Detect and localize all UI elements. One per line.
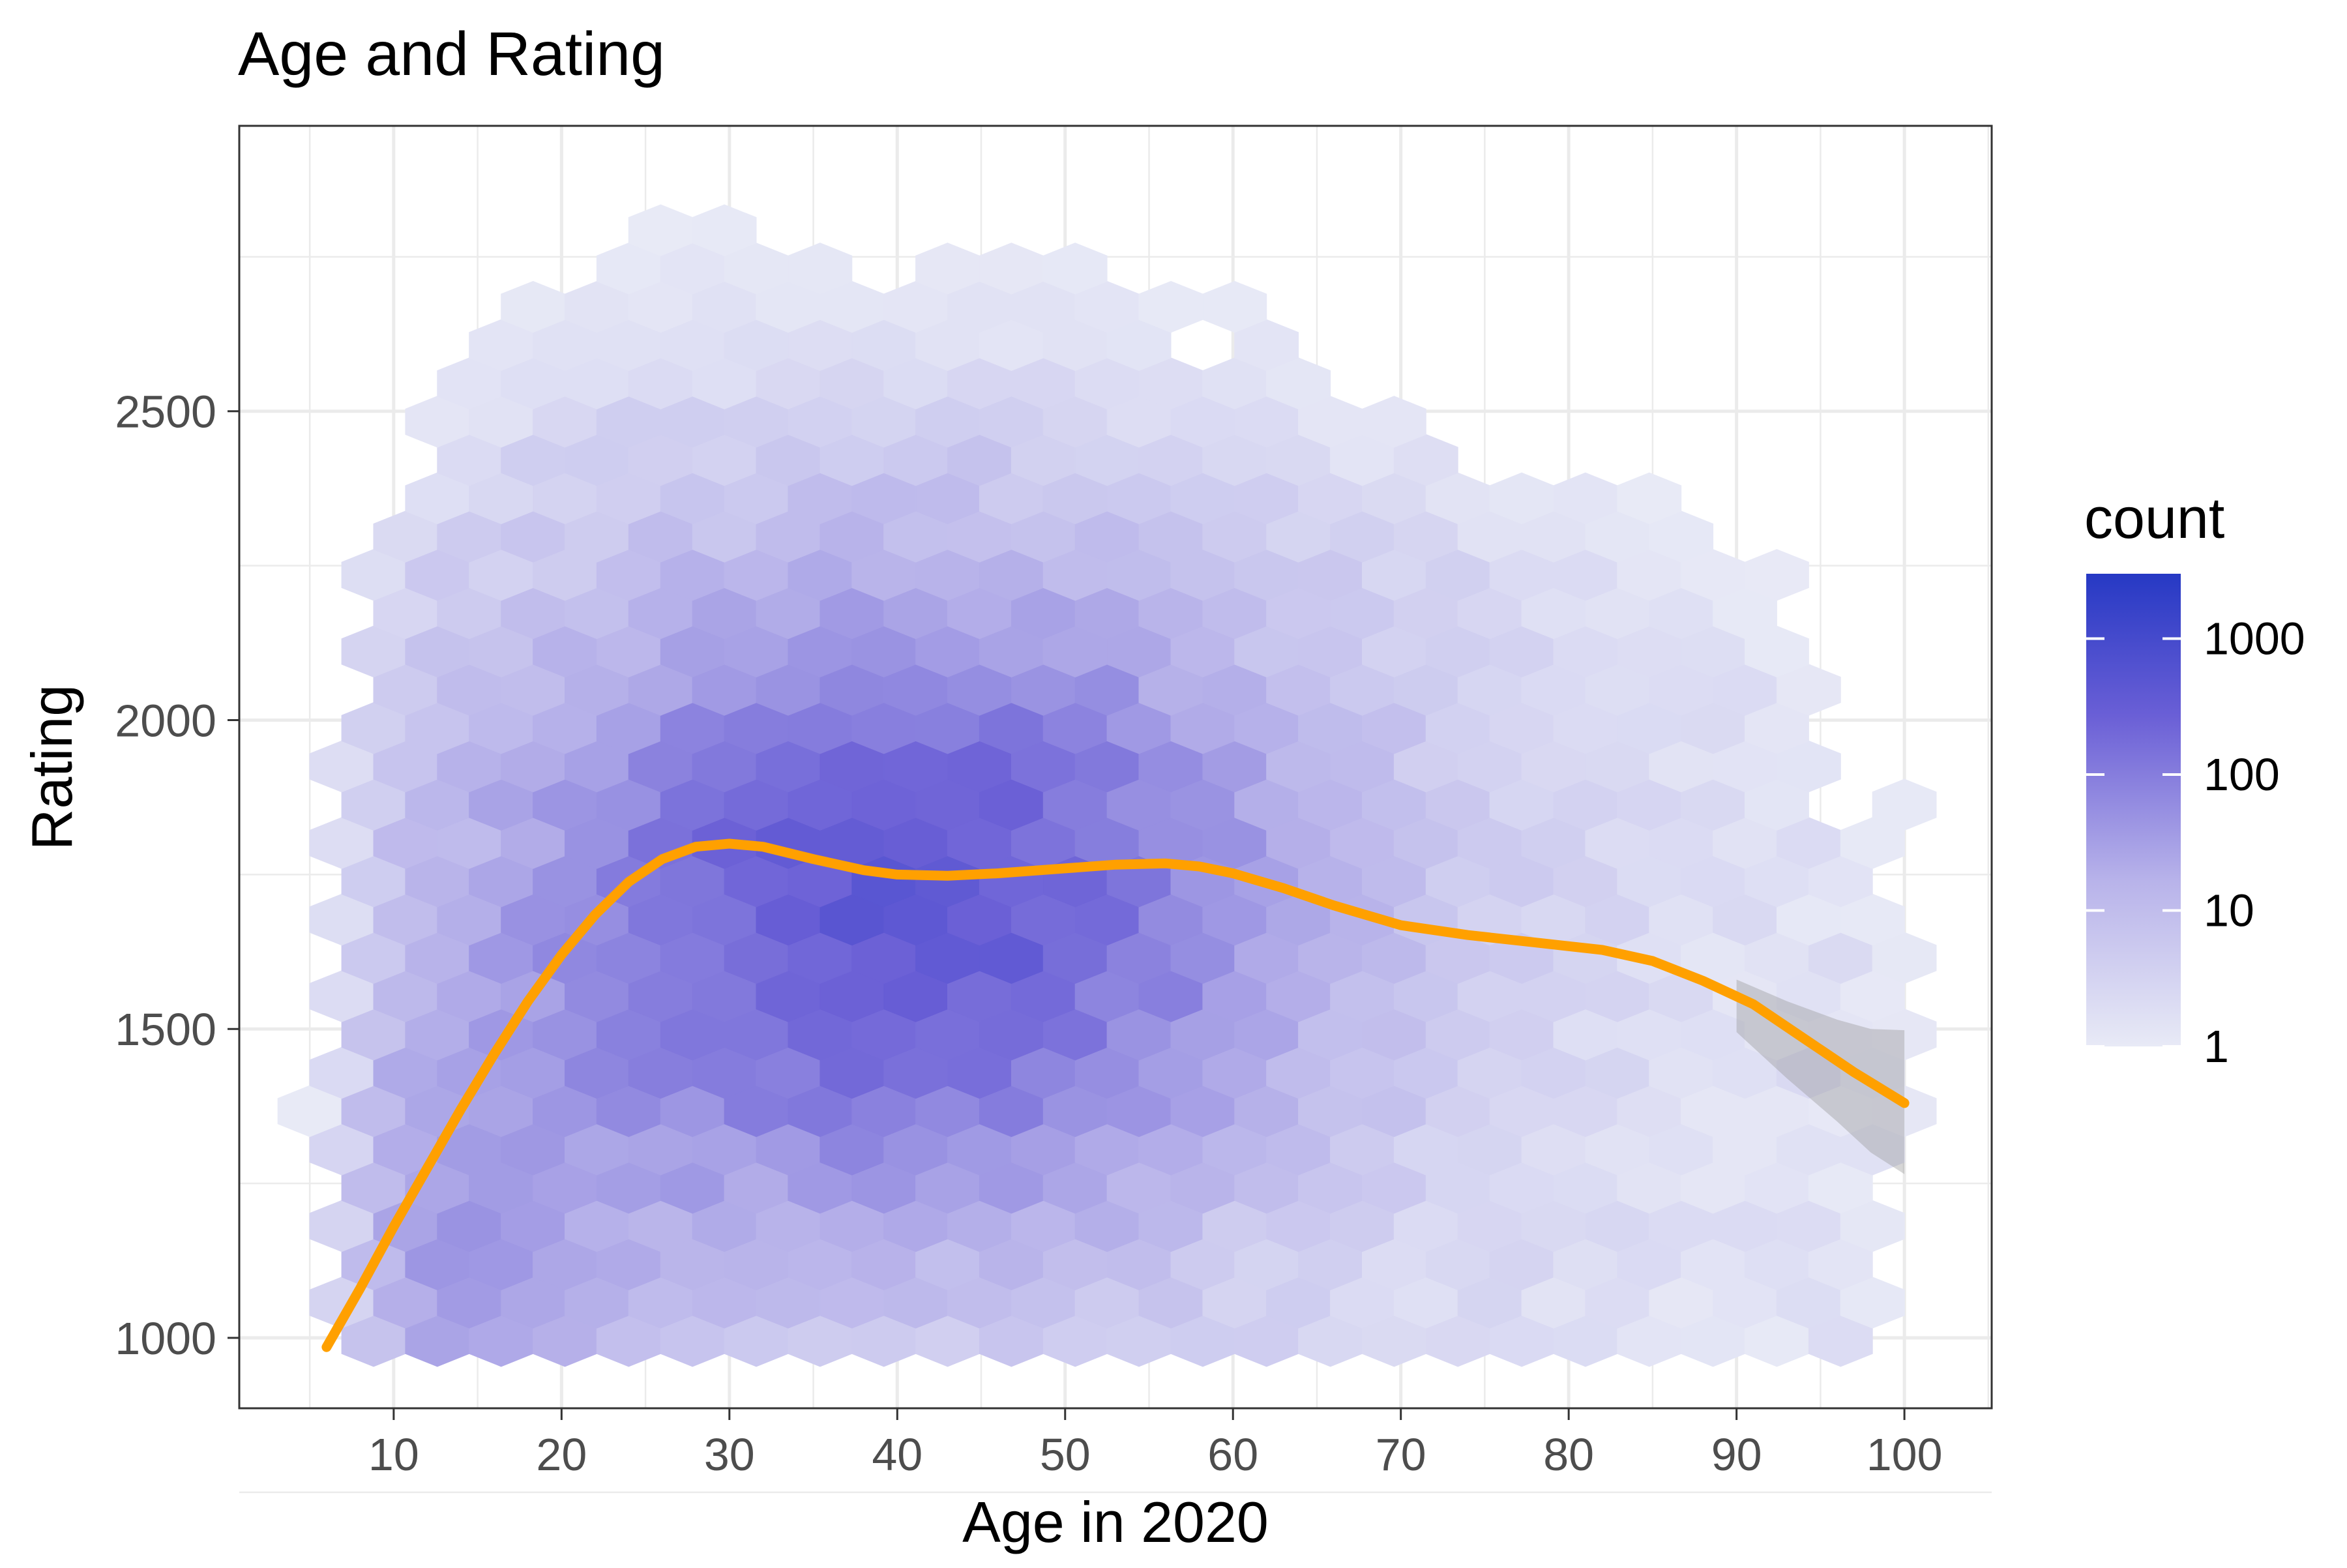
x-tick-label: 50: [1040, 1429, 1091, 1480]
hexbin-cell: [1362, 396, 1426, 448]
y-tick-label: 2000: [115, 695, 216, 746]
plot-panel-border: [238, 125, 1993, 1410]
legend-ticks: 1000 100 10 1: [2086, 613, 2305, 1072]
hexbin-layer: [277, 204, 1937, 1367]
x-tick-label: 70: [1376, 1429, 1426, 1480]
legend-colorbar: [2086, 574, 2181, 1046]
legend-title: count: [2084, 486, 2224, 550]
x-tick-label: 90: [1711, 1429, 1762, 1480]
smooth-line-layer: [321, 838, 1910, 1352]
hexbin-cell: [788, 243, 853, 295]
legend-label: 10: [2204, 885, 2254, 936]
legend-label: 1: [2204, 1021, 2229, 1072]
hexbin-cell: [1745, 549, 1809, 601]
confidence-band: [1736, 979, 1905, 1174]
chart-title: Age and Rating: [238, 20, 665, 89]
legend-label: 1000: [2204, 613, 2305, 664]
hexbin-cell: [1617, 472, 1682, 525]
hexbin-cell: [692, 204, 757, 256]
smooth-trend-line: [321, 838, 1910, 1352]
x-tick-label: 10: [368, 1429, 419, 1480]
x-axis-title: Age in 2020: [962, 1490, 1269, 1554]
y-tick-label: 2500: [115, 387, 216, 437]
x-tick-label: 100: [1867, 1429, 1943, 1480]
y-tick-label: 1000: [115, 1313, 216, 1364]
y-axis: 1000 1500 2000 2500: [115, 387, 239, 1364]
x-tick-label: 60: [1207, 1429, 1258, 1480]
x-tick-label: 20: [536, 1429, 587, 1480]
legend-label: 100: [2204, 749, 2280, 800]
y-tick-label: 1500: [115, 1004, 216, 1055]
confidence-band-layer: [1736, 979, 1905, 1174]
hexbin-cell: [1042, 243, 1108, 295]
x-tick-label: 30: [704, 1429, 755, 1480]
legend: count 1000 100 10 1: [2084, 486, 2305, 1072]
hexbin-cell: [1202, 280, 1267, 333]
x-tick-label: 80: [1543, 1429, 1594, 1480]
hexbin-cell: [1872, 778, 1937, 831]
y-axis-title: Rating: [20, 685, 84, 850]
x-tick-label: 40: [872, 1429, 923, 1480]
x-axis: 10 20 30 40 50 60 70 80 90 100: [368, 1408, 1943, 1480]
